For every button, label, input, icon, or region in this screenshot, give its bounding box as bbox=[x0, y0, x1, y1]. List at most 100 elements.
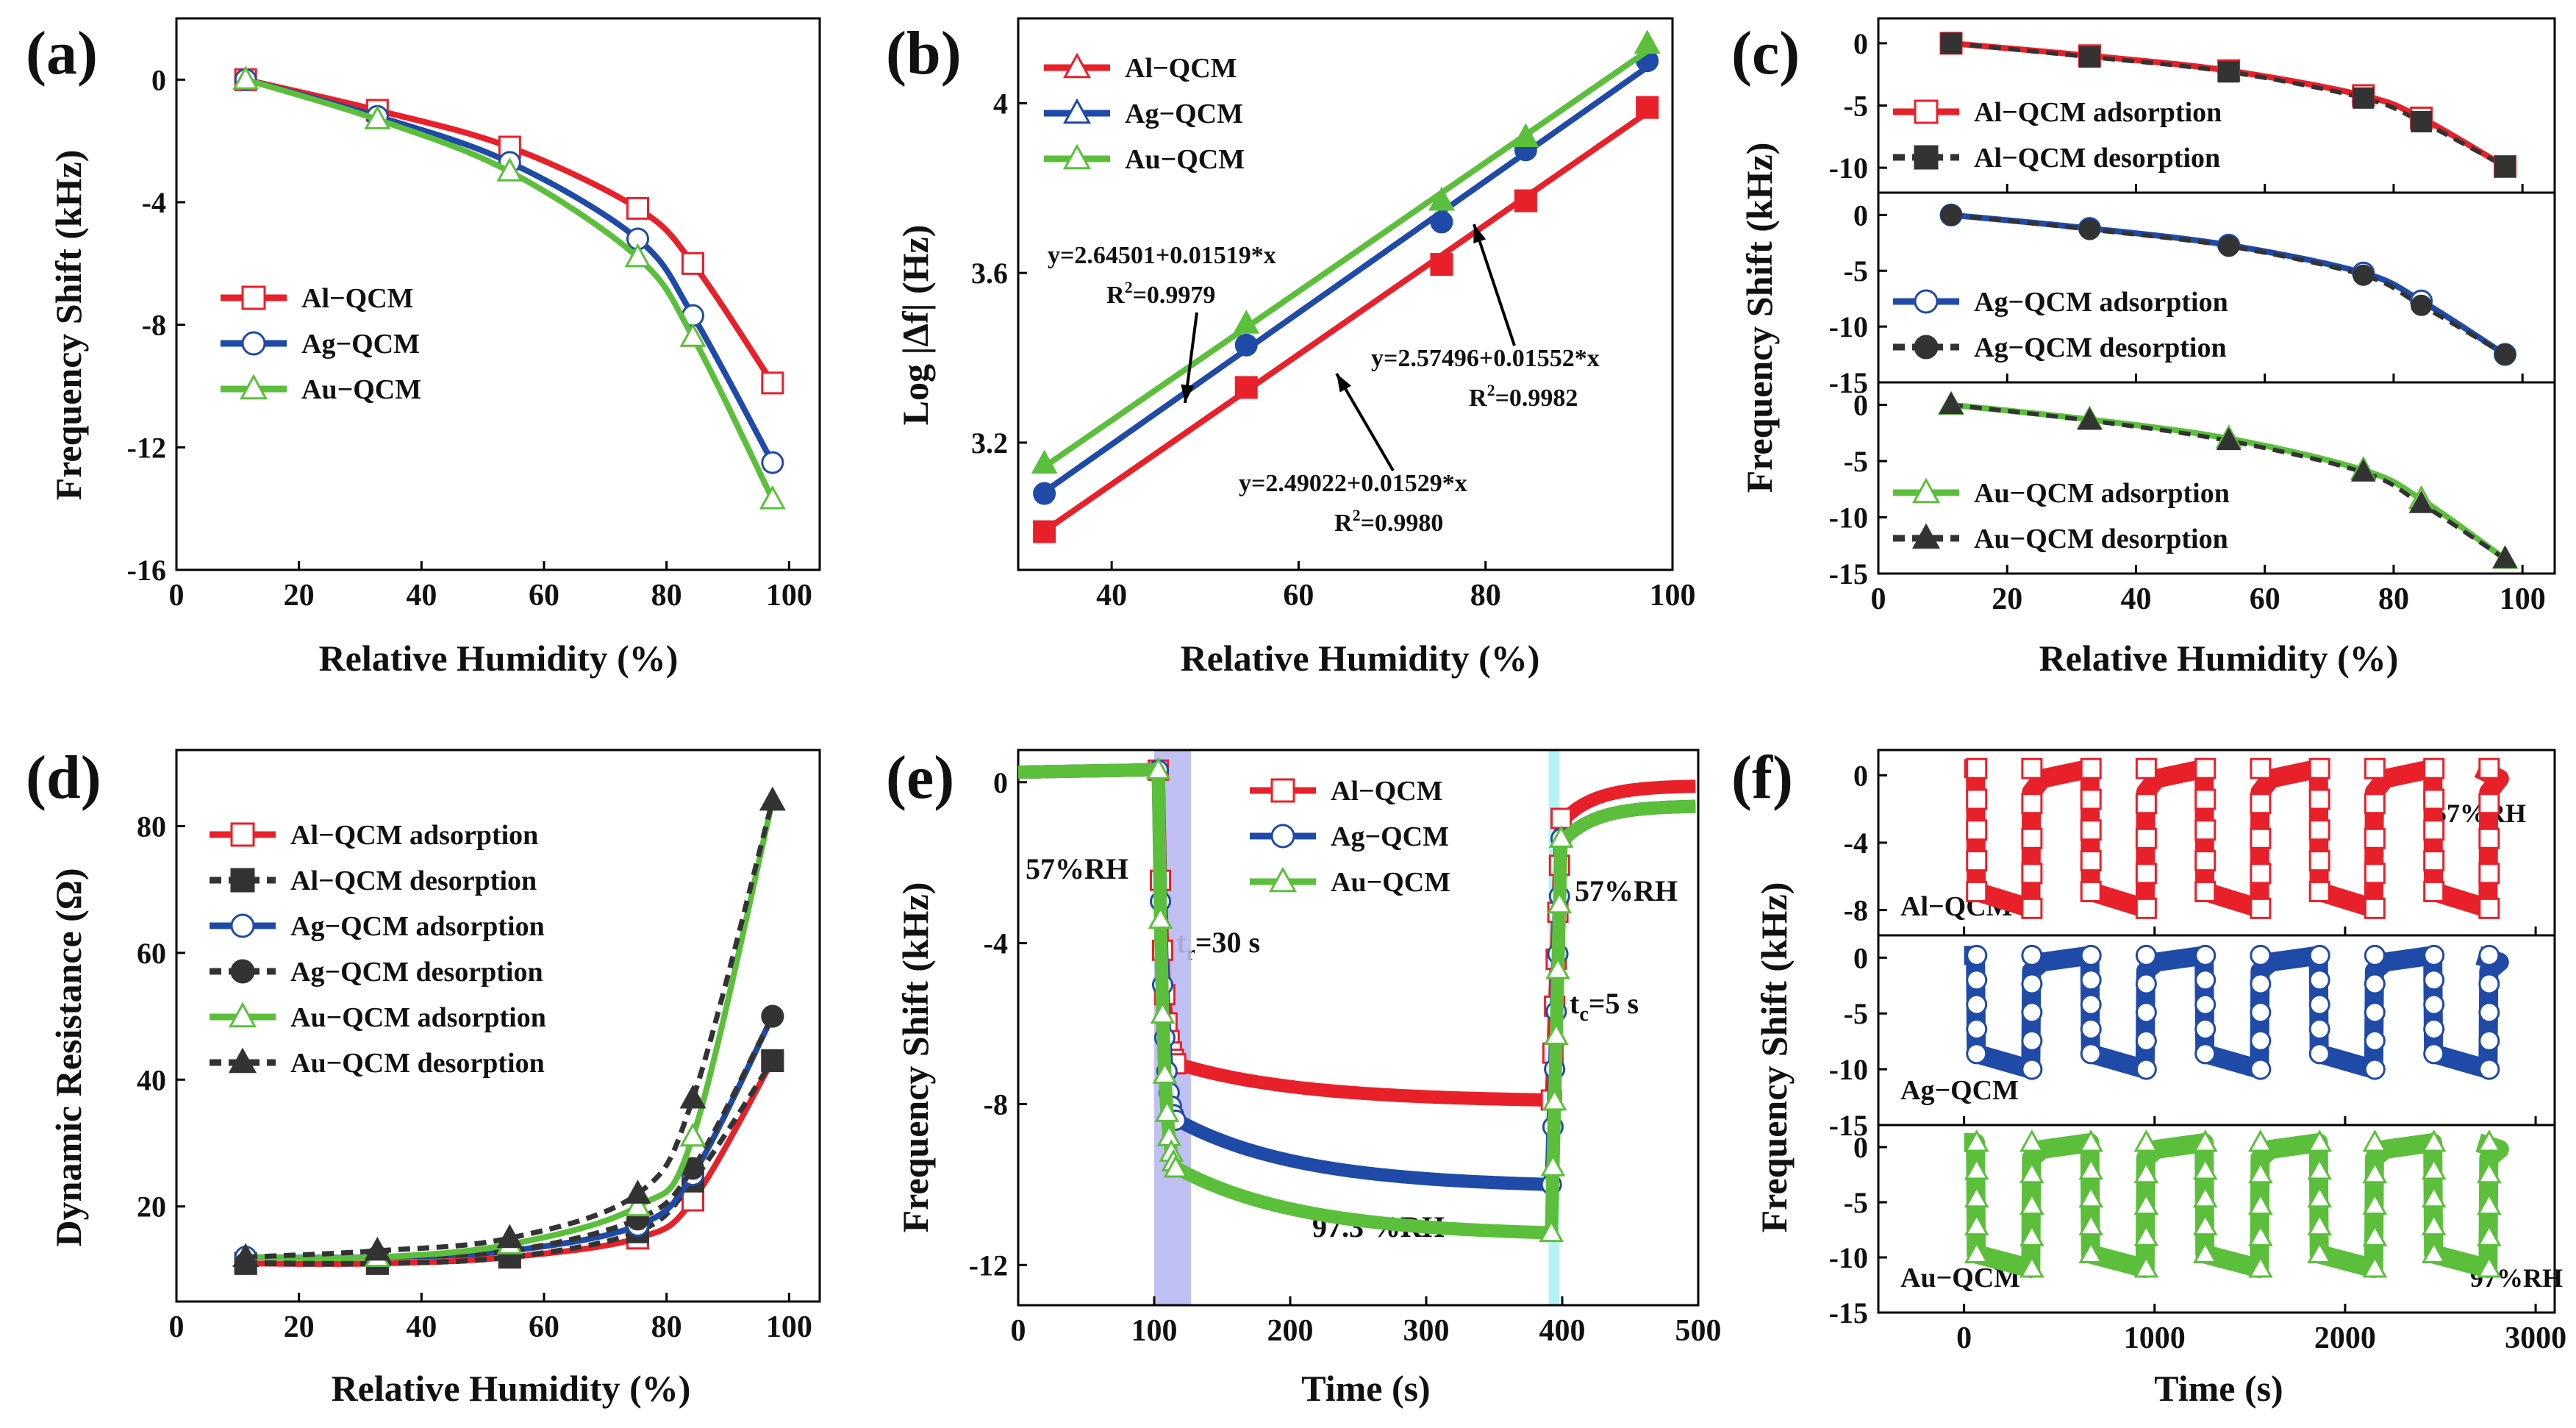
ylabel-f: Frequency Shift (kHz) bbox=[1753, 882, 1795, 1233]
x-tick-label-e: 500 bbox=[1675, 1314, 1722, 1348]
data-point-f-al bbox=[1966, 788, 1988, 810]
data-point-d-5 bbox=[679, 1084, 706, 1109]
ylabel-b: Log |Δf| (Hz) bbox=[895, 225, 936, 426]
fit-line-b-ag bbox=[1042, 65, 1649, 495]
legend-label-d-5: Au−QCM desorption bbox=[290, 1048, 545, 1079]
legend-label-b-al: Al−QCM bbox=[1125, 53, 1237, 84]
series-line-a-al bbox=[245, 76, 776, 385]
legend-marker-a-au bbox=[239, 374, 268, 400]
y-tick-label-e: -4 bbox=[984, 927, 1008, 960]
data-point-f-al bbox=[2135, 863, 2157, 885]
legend-label-b-au: Au−QCM bbox=[1125, 144, 1245, 175]
data-point-f-al bbox=[2478, 793, 2500, 815]
data-point-f-ag bbox=[2308, 1018, 2330, 1040]
fit-line-b-al bbox=[1042, 110, 1649, 534]
data-point-e-au bbox=[1152, 1061, 1178, 1084]
data-point-b-ag bbox=[1234, 333, 1258, 357]
data-point-b-al bbox=[1514, 189, 1537, 213]
data-point-f-al bbox=[2478, 897, 2500, 919]
panel-label-f: (f) bbox=[1731, 743, 1793, 812]
data-point-b-al bbox=[1636, 96, 1659, 119]
data-point-e-au bbox=[1540, 1154, 1566, 1177]
legend-marker-d-2 bbox=[230, 913, 255, 938]
legend-marker-b-ag bbox=[1062, 98, 1092, 124]
data-point-a-al bbox=[626, 196, 649, 220]
data-point-f-ag bbox=[2080, 944, 2102, 966]
data-point-f-ag bbox=[2135, 1029, 2157, 1052]
data-point-f-al bbox=[2250, 793, 2272, 815]
x-tick-label-c2: 100 bbox=[2500, 582, 2546, 616]
data-point-f-au bbox=[2248, 1160, 2273, 1184]
x-tick-label-c2: 80 bbox=[2378, 582, 2409, 616]
xlabel-b: Relative Humidity (%) bbox=[1181, 638, 1540, 679]
data-point-f-au bbox=[2421, 1213, 2447, 1236]
plot-frame-e bbox=[1017, 749, 1700, 1307]
data-point-f-au bbox=[2477, 1129, 2502, 1152]
data-point-b-al bbox=[1430, 253, 1453, 276]
data-point-f-au bbox=[2078, 1129, 2104, 1152]
x-tick-label-a: 0 bbox=[169, 579, 185, 613]
data-point-f-ag bbox=[2021, 1002, 2043, 1024]
y-tick-label-f2: 0 bbox=[1853, 1131, 1868, 1164]
data-point-f-ag bbox=[2364, 944, 2386, 966]
data-point-f-au bbox=[2307, 1185, 2333, 1208]
data-point-f-ag bbox=[2423, 944, 2445, 966]
y-tick-label-d: 60 bbox=[137, 937, 166, 970]
x-tick-label-a: 20 bbox=[284, 579, 315, 613]
data-point-a-ag bbox=[761, 451, 784, 474]
data-point-b-al bbox=[1033, 520, 1056, 543]
data-point-e-au bbox=[1547, 890, 1573, 914]
x-tick-label-a: 40 bbox=[406, 579, 437, 613]
data-point-f-ag bbox=[2135, 944, 2157, 966]
data-point-b-al bbox=[1234, 376, 1258, 399]
data-point-c-desorption-al bbox=[2078, 46, 2100, 68]
data-point-f-al bbox=[2135, 757, 2157, 779]
x-tick-label-d: 20 bbox=[284, 1310, 315, 1344]
data-point-f-ag bbox=[2478, 1029, 2500, 1052]
data-point-e-al bbox=[1550, 807, 1573, 829]
data-point-f-au bbox=[2307, 1157, 2333, 1180]
data-point-f-au bbox=[2019, 1192, 2044, 1215]
legend-label-c-des-ag: Ag−QCM desorption bbox=[1974, 332, 2227, 363]
y-tick-label-f0: 0 bbox=[1853, 759, 1868, 792]
data-point-f-al bbox=[2194, 788, 2217, 810]
data-point-f-au bbox=[2019, 1129, 2044, 1152]
y-tick-label-b: 4 bbox=[993, 87, 1008, 120]
data-point-f-ag bbox=[2021, 1058, 2043, 1080]
fit-r2-au: R2=0.9979 bbox=[1106, 278, 1215, 309]
data-point-f-ag bbox=[2308, 1043, 2330, 1065]
data-point-f-au bbox=[2248, 1129, 2273, 1152]
data-point-f-ag bbox=[2423, 969, 2445, 991]
legend-marker-c-ads-ag bbox=[1914, 289, 1939, 314]
legend-label-a-au: Au−QCM bbox=[301, 374, 421, 405]
data-point-c-desorption-au bbox=[2350, 459, 2376, 482]
legend-marker-c-des-al bbox=[1914, 145, 1939, 170]
data-point-c-desorption-ag bbox=[2078, 218, 2100, 240]
y-tick-label-c0: -5 bbox=[1844, 90, 1868, 123]
data-point-f-al bbox=[2364, 757, 2386, 779]
data-point-f-al bbox=[2250, 863, 2272, 885]
data-point-d-1 bbox=[761, 1049, 784, 1072]
data-point-a-al bbox=[681, 251, 704, 275]
legend-label-d-2: Ag−QCM adsorption bbox=[290, 911, 545, 942]
x-tick-label-e: 0 bbox=[1011, 1314, 1026, 1348]
x-tick-label-a: 60 bbox=[529, 579, 559, 613]
data-point-f-ag bbox=[2080, 993, 2102, 1015]
data-point-f-ag bbox=[2021, 973, 2043, 995]
legend-marker-b-au bbox=[1062, 143, 1092, 170]
data-point-f-al bbox=[2080, 819, 2102, 841]
y-tick-label-d: 40 bbox=[137, 1063, 166, 1096]
x-tick-label-f2: 1000 bbox=[2124, 1321, 2186, 1355]
data-point-f-ag bbox=[2478, 973, 2500, 995]
data-point-f-al bbox=[2308, 757, 2330, 779]
y-tick-label-c0: -10 bbox=[1829, 151, 1868, 185]
legend-label-c-ads-ag: Ag−QCM adsorption bbox=[1974, 287, 2228, 318]
data-point-f-au bbox=[2421, 1185, 2447, 1208]
data-point-f-ag bbox=[2364, 973, 2386, 995]
ylabel-d: Dynamic Resistance (Ω) bbox=[48, 868, 89, 1247]
data-point-e-au bbox=[1545, 957, 1570, 979]
data-point-f-al bbox=[2250, 757, 2272, 779]
x-tick-label-e: 400 bbox=[1539, 1314, 1586, 1348]
data-point-f-ag bbox=[2250, 1002, 2272, 1024]
legend-label-c-ads-al: Al−QCM adsorption bbox=[1974, 97, 2222, 128]
